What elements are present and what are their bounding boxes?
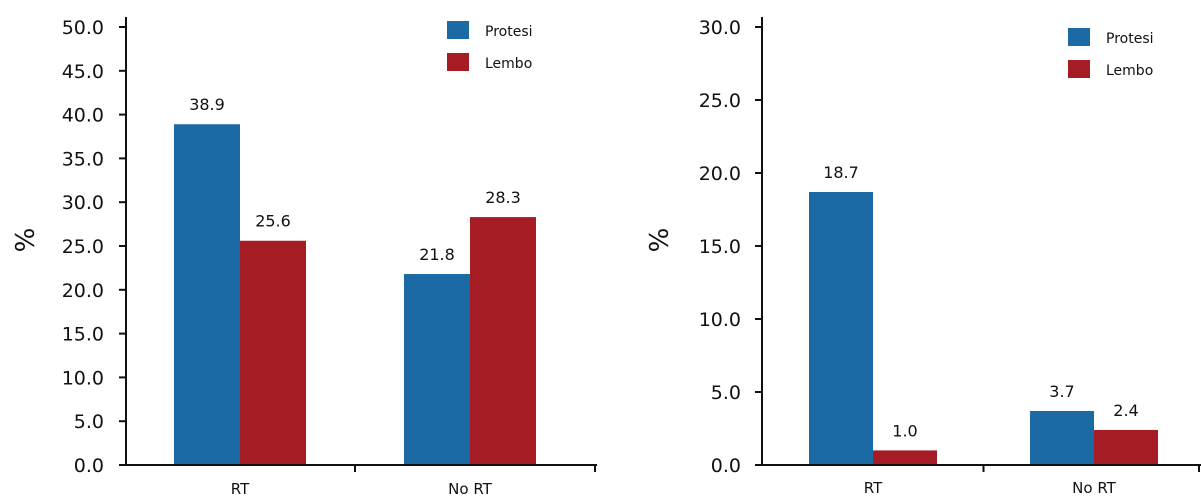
- chart1-category-label-1: No RT: [448, 480, 492, 498]
- chart1-ytick-label-4: 20.0: [62, 280, 104, 302]
- chart2-ytick-label-0: 0.0: [711, 455, 741, 477]
- chart1-bar-lembo-0: [240, 240, 306, 465]
- chart1-ytick-label-8: 40.0: [62, 105, 104, 127]
- chart1-value-label-protesi-0: 38.9: [189, 95, 225, 114]
- chart2-ytick-label-2: 10.0: [699, 309, 741, 331]
- chart2-bar-protesi-0: [809, 191, 873, 466]
- chart2-bar-lembo-0: [873, 450, 937, 465]
- chart2-ytick-label-4: 20.0: [699, 163, 741, 185]
- chart1-ytick-label-2: 10.0: [62, 367, 104, 389]
- chart2-legend-label-lembo: Lembo: [1106, 63, 1153, 79]
- chart1-ytick-label-0: 0.0: [74, 455, 104, 477]
- chart1-value-label-lembo-1: 28.3: [485, 188, 521, 207]
- chart1-legend-swatch-protesi: [447, 21, 469, 39]
- chart1-ytick-label-3: 15.0: [62, 324, 104, 346]
- chart2-ytick-label-3: 15.0: [699, 236, 741, 258]
- chart2-value-label-protesi-0: 18.7: [823, 163, 859, 182]
- chart2-legend-label-protesi: Protesi: [1106, 31, 1154, 47]
- chart2-y-axis-label: %: [645, 228, 675, 253]
- chart1-legend-swatch-lembo: [447, 53, 469, 71]
- chart1-ytick-label-9: 45.0: [62, 61, 104, 83]
- chart1-ytick-label-1: 5.0: [74, 411, 104, 433]
- chart1-value-label-protesi-1: 21.8: [419, 245, 455, 264]
- chart2-bar-lembo-1: [1094, 429, 1158, 465]
- chart2-legend-swatch-lembo: [1068, 60, 1090, 78]
- chart2-category-label-0: RT: [864, 479, 883, 497]
- chart1-legend-label-protesi: Protesi: [485, 24, 533, 40]
- chart2-bar-protesi-1: [1030, 410, 1094, 465]
- chart2-value-label-lembo-1: 2.4: [1113, 401, 1138, 420]
- chart1-ytick-label-10: 50.0: [62, 17, 104, 39]
- chart1-bar-protesi-1: [404, 274, 470, 465]
- chart1-bar-lembo-1: [470, 217, 536, 465]
- chart2-ytick-label-6: 30.0: [699, 17, 741, 39]
- chart1-bar-protesi-0: [174, 124, 240, 466]
- chart1-ytick-label-6: 30.0: [62, 192, 104, 214]
- chart2-category-label-1: No RT: [1072, 479, 1116, 497]
- chart1-ytick-label-5: 25.0: [62, 236, 104, 258]
- chart1-ytick-label-7: 35.0: [62, 148, 104, 170]
- chart1-category-label-0: RT: [231, 480, 250, 498]
- chart1-y-axis-label: %: [11, 228, 41, 253]
- chart2-ytick-label-1: 5.0: [711, 382, 741, 404]
- chart1-legend-label-lembo: Lembo: [485, 56, 532, 72]
- chart2-value-label-protesi-1: 3.7: [1049, 382, 1074, 401]
- chart2-value-label-lembo-0: 1.0: [892, 421, 917, 440]
- chart2-ytick-label-5: 25.0: [699, 90, 741, 112]
- chart2-legend-swatch-protesi: [1068, 28, 1090, 46]
- chart1-value-label-lembo-0: 25.6: [255, 212, 291, 231]
